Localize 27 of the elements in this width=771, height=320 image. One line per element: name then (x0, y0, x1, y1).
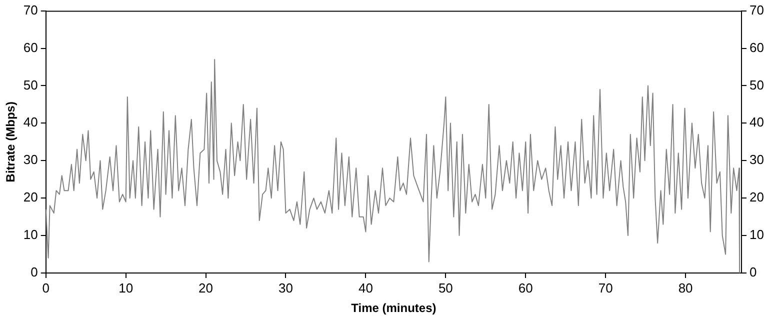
y2-tick-label: 40 (750, 114, 764, 130)
y2-tick-label: 30 (750, 152, 764, 168)
x-tick-label: 30 (278, 280, 293, 296)
x-tick-label: 70 (598, 280, 613, 296)
x-tick-label: 20 (198, 280, 214, 296)
y-tick-label: 60 (23, 40, 38, 55)
y-tick-label: 20 (23, 190, 38, 205)
y-tick-label: 50 (23, 77, 38, 92)
x-tick-label: 40 (358, 280, 373, 296)
x-tick-label: 50 (438, 280, 453, 296)
y2-tick-label: 50 (750, 77, 764, 92)
y2-tick-label: 70 (750, 2, 764, 18)
y-tick-label: 0 (30, 264, 38, 280)
y-tick-label: 70 (23, 2, 38, 18)
x-tick-label: 80 (678, 280, 693, 296)
y-tick-label: 40 (23, 114, 38, 130)
y-tick-label: 10 (23, 227, 38, 242)
x-axis-title: Time (minutes) (351, 301, 436, 316)
y-axis-title: Bitrate (Mbps) (4, 102, 18, 182)
y2-tick-label: 10 (750, 227, 764, 242)
y2-tick-label: 60 (750, 40, 764, 55)
y2-tick-label: 20 (750, 190, 764, 205)
y2-tick-label: 0 (750, 264, 757, 280)
x-tick-label: 10 (118, 280, 134, 296)
x-tick-label: 0 (42, 280, 50, 296)
y-tick-label: 30 (23, 152, 38, 168)
x-tick-label: 60 (518, 280, 533, 296)
